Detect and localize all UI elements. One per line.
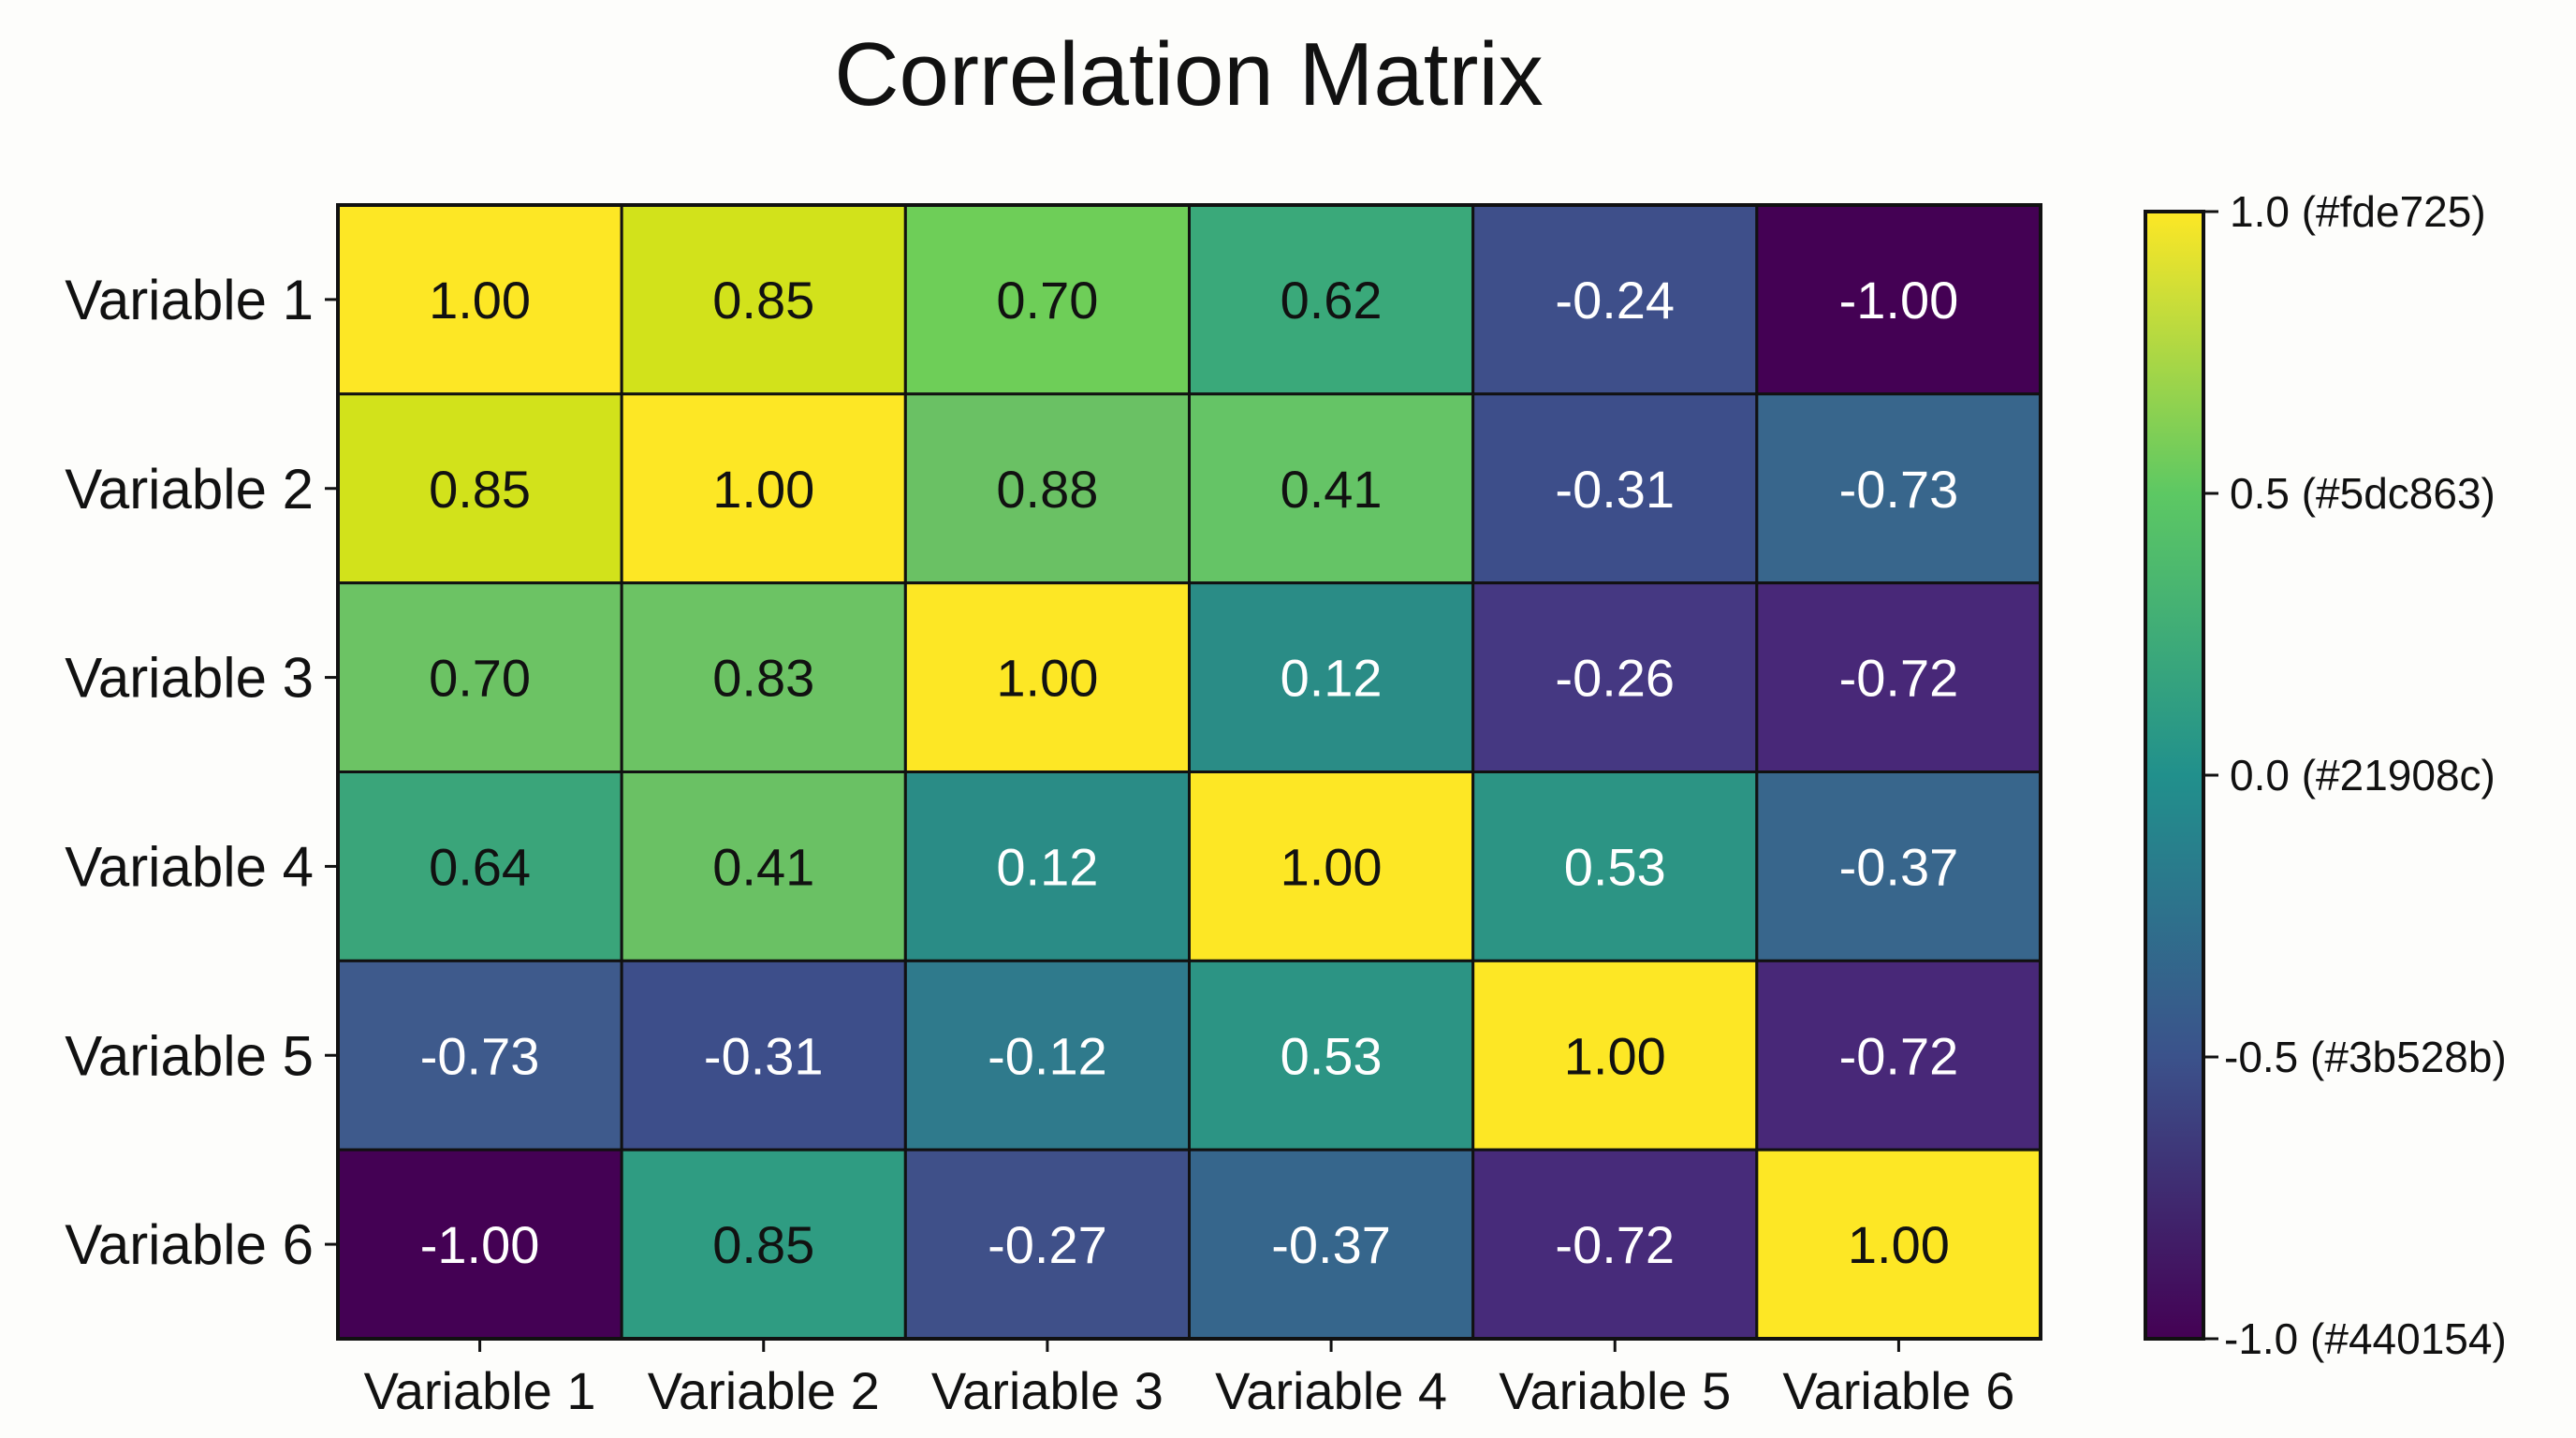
cell-value-label: 0.12 bbox=[996, 837, 1098, 896]
heatmap-cell bbox=[336, 581, 623, 774]
heatmap-cell bbox=[620, 392, 907, 585]
x-tick-label: Variable 6 bbox=[1782, 1361, 2014, 1420]
y-tick-label: Variable 6 bbox=[65, 1213, 314, 1276]
heatmap-cell bbox=[1471, 770, 1759, 962]
heatmap-cell bbox=[620, 203, 907, 396]
heatmap-cell bbox=[336, 203, 623, 396]
heatmap-cells: 1.00 0.85 0.70 0.62 -0.24 -1.00 0.85 1.00 0.88 0.… bbox=[336, 203, 2042, 1341]
x-tick-label: Variable 3 bbox=[931, 1361, 1164, 1420]
cell-value-label: 0.53 bbox=[1281, 1026, 1383, 1085]
cell-value-label: 1.00 bbox=[996, 649, 1098, 708]
heatmap-cell bbox=[1471, 203, 1759, 396]
cell-value-label: 0.85 bbox=[429, 460, 531, 519]
heatmap-cell bbox=[1755, 203, 2042, 396]
colorbar-tick-label: 1.0 (#fde725) bbox=[2230, 187, 2486, 236]
cell-value-label: -0.72 bbox=[1555, 1215, 1675, 1274]
colorbar-tick-label: -1.0 (#440154) bbox=[2224, 1314, 2507, 1363]
cell-value-label: 0.62 bbox=[1281, 271, 1383, 330]
cell-value-label: 0.70 bbox=[429, 649, 531, 708]
heatmap-cell bbox=[1471, 959, 1759, 1152]
colorbar: 1.0 (#fde725) 0.5 (#5dc863) 0.0 (#21908c) -… bbox=[2144, 187, 2507, 1363]
heatmap-cell bbox=[1471, 581, 1759, 774]
heatmap-cell bbox=[336, 959, 623, 1152]
cell-value-label: -0.72 bbox=[1839, 649, 1959, 708]
cell-value-label: -0.31 bbox=[704, 1026, 824, 1085]
cell-value-label: 0.83 bbox=[712, 649, 814, 708]
heatmap-cell bbox=[1188, 203, 1475, 396]
colorbar-tick-label: 0.5 (#5dc863) bbox=[2230, 469, 2496, 518]
y-tick-label: Variable 2 bbox=[65, 458, 314, 521]
y-tick-label: Variable 4 bbox=[65, 835, 314, 898]
heatmap-border bbox=[336, 203, 2042, 1341]
heatmap-cell bbox=[1188, 770, 1475, 962]
cell-value-label: -1.00 bbox=[1839, 271, 1959, 330]
colorbar-tick-label: -0.5 (#3b528b) bbox=[2224, 1033, 2507, 1081]
heatmap-cell bbox=[620, 770, 907, 962]
cell-value-label: 0.12 bbox=[1281, 649, 1383, 708]
y-tick-label: Variable 5 bbox=[65, 1024, 314, 1087]
cell-value-label: 0.85 bbox=[712, 271, 814, 330]
x-tick-label: Variable 4 bbox=[1215, 1361, 1447, 1420]
heatmap-cell bbox=[903, 959, 1191, 1152]
heatmap-cell bbox=[336, 770, 623, 962]
heatmap-cell bbox=[620, 581, 907, 774]
cell-value-label: 0.70 bbox=[996, 271, 1098, 330]
cell-value-label: -0.31 bbox=[1555, 460, 1675, 519]
heatmap-cell bbox=[1755, 581, 2042, 774]
x-tick-label: Variable 2 bbox=[648, 1361, 880, 1420]
cell-value-label: 1.00 bbox=[1848, 1215, 1950, 1274]
cell-value-label: -0.26 bbox=[1555, 649, 1675, 708]
colorbar-gradient bbox=[2144, 210, 2205, 1341]
heatmap-cell bbox=[1471, 1148, 1759, 1341]
cell-value-label: -0.27 bbox=[988, 1215, 1107, 1274]
y-axis-labels: Variable 1 Variable 2 Variable 3 Variable 4… bbox=[65, 269, 338, 1276]
y-tick-label: Variable 1 bbox=[65, 269, 314, 331]
cell-value-label: 1.00 bbox=[1564, 1026, 1666, 1085]
cell-value-label: 0.88 bbox=[996, 460, 1098, 519]
colorbar-tick-label: 0.0 (#21908c) bbox=[2230, 751, 2496, 800]
cell-value-label: -0.24 bbox=[1555, 271, 1675, 330]
heatmap-cell bbox=[1755, 392, 2042, 585]
heatmap-cell bbox=[336, 1148, 623, 1341]
cell-value-label: -0.37 bbox=[1839, 837, 1959, 896]
cell-value-label: 0.41 bbox=[1281, 460, 1383, 519]
chart-title: Correlation Matrix bbox=[834, 24, 1544, 125]
y-tick-label: Variable 3 bbox=[65, 647, 314, 710]
cell-value-label: -0.73 bbox=[1839, 460, 1959, 519]
cell-value-label: 0.41 bbox=[712, 837, 814, 896]
cell-value-label: 1.00 bbox=[1281, 837, 1383, 896]
heatmap-cell bbox=[1188, 959, 1475, 1152]
cell-value-label: 0.53 bbox=[1564, 837, 1666, 896]
cell-value-label: -1.00 bbox=[420, 1215, 540, 1274]
x-tick-label: Variable 1 bbox=[364, 1361, 596, 1420]
cell-value-label: 1.00 bbox=[712, 460, 814, 519]
cell-value-label: 1.00 bbox=[429, 271, 531, 330]
cell-value-label: -0.12 bbox=[988, 1026, 1107, 1085]
heatmap-cell bbox=[903, 770, 1191, 962]
cell-value-label: 0.85 bbox=[712, 1215, 814, 1274]
x-axis-labels: Variable 1 Variable 2 Variable 3 Variable 4… bbox=[364, 1339, 2014, 1420]
cell-value-label: -0.73 bbox=[420, 1026, 540, 1085]
heatmap-cell bbox=[1188, 392, 1475, 585]
heatmap-cell bbox=[1188, 581, 1475, 774]
cell-value-label: -0.72 bbox=[1839, 1026, 1959, 1085]
cell-value-label: 0.64 bbox=[429, 837, 531, 896]
heatmap-cell bbox=[1755, 1148, 2042, 1341]
x-tick-label: Variable 5 bbox=[1499, 1361, 1731, 1420]
cell-value-label: -0.37 bbox=[1271, 1215, 1391, 1274]
